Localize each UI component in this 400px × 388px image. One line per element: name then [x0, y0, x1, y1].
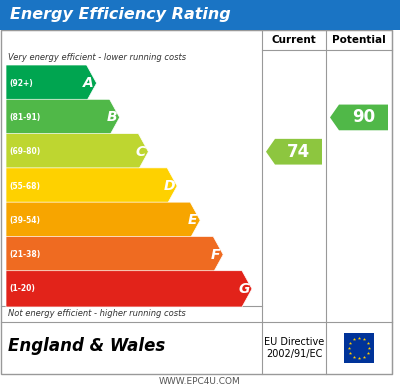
- Text: (39-54): (39-54): [9, 216, 40, 225]
- Text: (92+): (92+): [9, 79, 33, 88]
- Text: Energy Efficiency Rating: Energy Efficiency Rating: [10, 7, 231, 23]
- Polygon shape: [6, 168, 177, 204]
- Polygon shape: [6, 65, 96, 101]
- Text: WWW.EPC4U.COM: WWW.EPC4U.COM: [159, 376, 241, 386]
- Text: 90: 90: [352, 108, 375, 126]
- Polygon shape: [6, 236, 223, 273]
- Text: England & Wales: England & Wales: [8, 337, 165, 355]
- Polygon shape: [6, 133, 148, 170]
- Text: D: D: [164, 179, 175, 193]
- Text: G: G: [238, 282, 250, 296]
- Text: (1-20): (1-20): [9, 284, 35, 293]
- Text: (69-80): (69-80): [9, 147, 40, 156]
- Polygon shape: [6, 202, 200, 239]
- Polygon shape: [330, 105, 388, 130]
- Bar: [1, 30, 392, 374]
- Text: (55-68): (55-68): [9, 182, 40, 191]
- Text: C: C: [135, 145, 146, 159]
- Text: (81-91): (81-91): [9, 113, 40, 122]
- Polygon shape: [266, 139, 322, 165]
- Text: Not energy efficient - higher running costs: Not energy efficient - higher running co…: [8, 310, 186, 319]
- Text: E: E: [188, 213, 197, 227]
- Text: 2002/91/EC: 2002/91/EC: [266, 349, 322, 359]
- Polygon shape: [6, 99, 120, 135]
- Polygon shape: [6, 271, 252, 307]
- Text: 74: 74: [287, 143, 310, 161]
- Text: F: F: [210, 248, 220, 262]
- Text: Current: Current: [272, 35, 316, 45]
- Text: Very energy efficient - lower running costs: Very energy efficient - lower running co…: [8, 54, 186, 62]
- Bar: [344, 333, 374, 363]
- Text: A: A: [83, 76, 94, 90]
- Bar: [0, 0, 400, 30]
- Text: (21-38): (21-38): [9, 250, 40, 259]
- Text: Potential: Potential: [332, 35, 386, 45]
- Text: EU Directive: EU Directive: [264, 337, 324, 347]
- Text: B: B: [106, 111, 117, 125]
